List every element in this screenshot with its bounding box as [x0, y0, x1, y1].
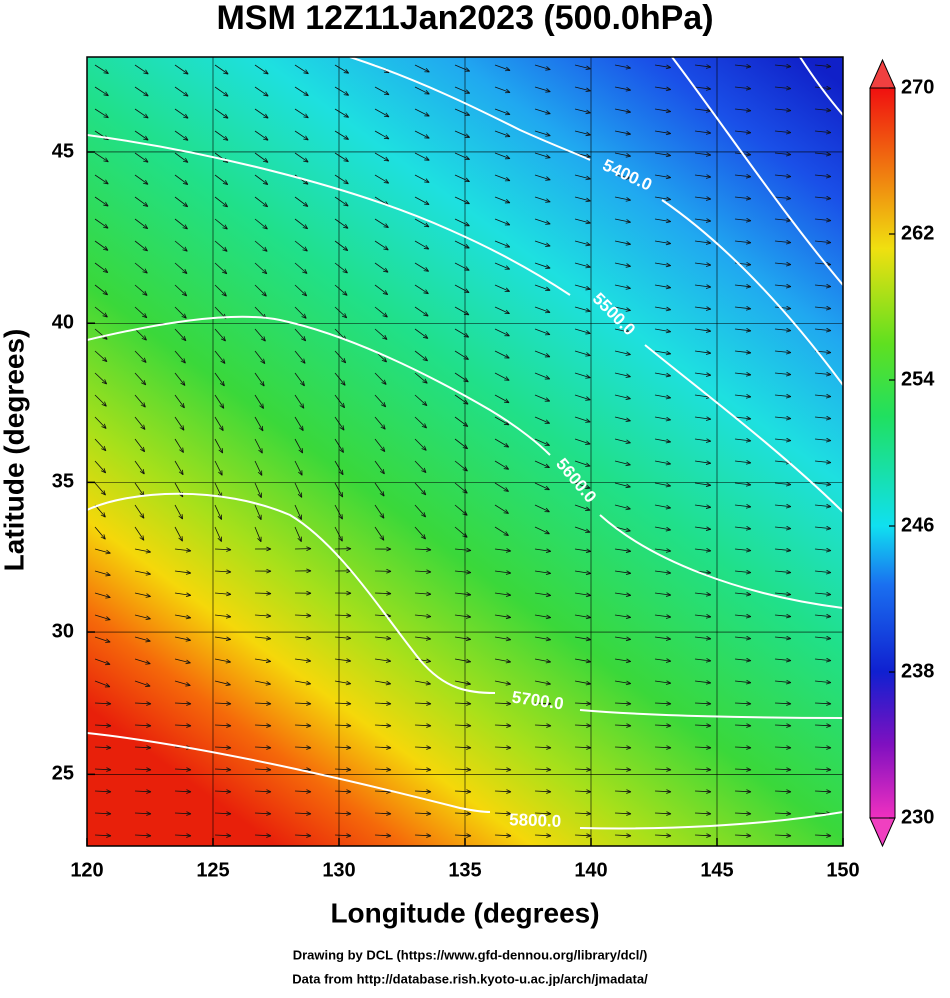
colorbar [870, 88, 895, 818]
colorbar-tick-label: 238 [901, 660, 934, 682]
y-tick-label: 35 [52, 471, 74, 493]
credit: Data from http://database.rish.kyoto-u.a… [292, 971, 648, 986]
colorbar-min-arrow [870, 818, 895, 846]
x-tick-label: 130 [322, 859, 355, 881]
x-tick-label: 150 [826, 859, 859, 881]
colorbar-tick-label: 270 [901, 76, 934, 98]
colorbar-tick-label: 246 [901, 514, 934, 536]
y-tick-label: 40 [52, 312, 74, 334]
y-axis-label: Latitude (degrees) [0, 329, 29, 572]
x-tick-label: 125 [196, 859, 229, 881]
credit: Drawing by DCL (https://www.gfd-dennou.o… [293, 947, 648, 962]
y-tick-label: 45 [52, 140, 74, 162]
x-tick-label: 120 [70, 859, 103, 881]
title: MSM 12Z11Jan2023 (500.0hPa) [216, 0, 713, 37]
x-axis-label: Longitude (degrees) [330, 897, 599, 928]
x-tick-label: 140 [574, 859, 607, 881]
x-tick-label: 135 [448, 859, 481, 881]
x-tick-label: 145 [700, 859, 733, 881]
colorbar-tick-label: 230 [901, 806, 934, 828]
y-tick-label: 25 [52, 763, 74, 785]
colorbar-max-arrow [870, 60, 895, 88]
colorbar-tick-label: 262 [901, 222, 934, 244]
contour-label: 5800.0 [509, 810, 562, 831]
y-tick-label: 30 [52, 620, 74, 642]
colorbar-tick-label: 254 [901, 368, 935, 390]
